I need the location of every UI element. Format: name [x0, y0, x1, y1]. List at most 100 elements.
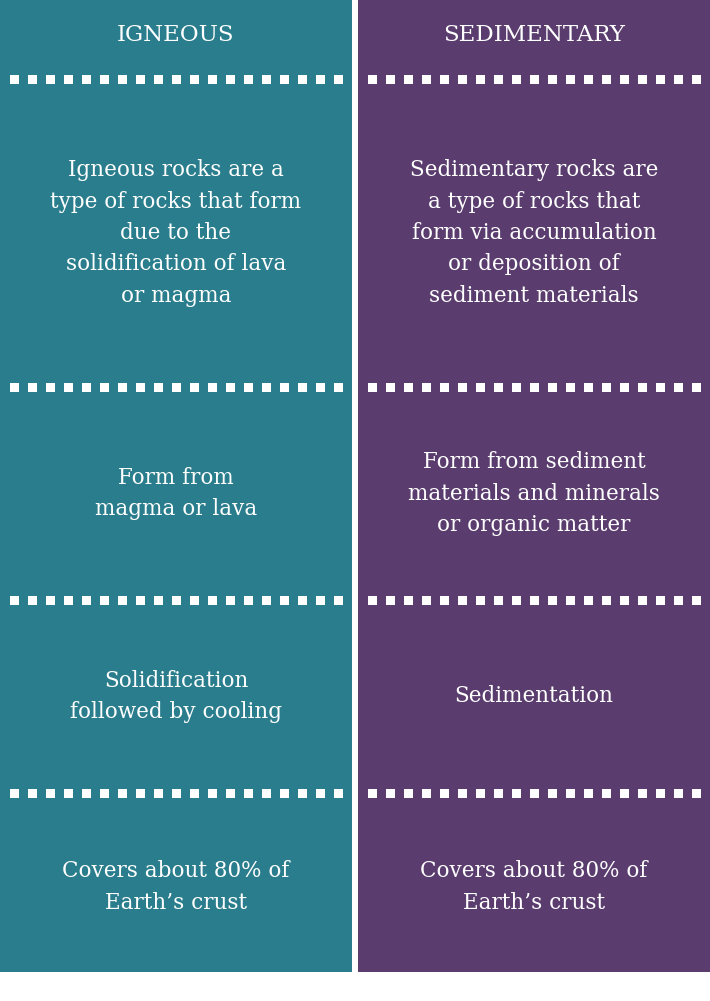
Bar [244, 382, 253, 391]
Bar [190, 596, 199, 605]
Bar [476, 382, 484, 391]
Bar [207, 789, 217, 798]
Bar [136, 382, 145, 391]
Bar [315, 382, 324, 391]
Bar [117, 789, 126, 798]
Bar [655, 382, 665, 391]
Bar [9, 596, 18, 605]
Bar [0, 784, 352, 802]
Bar [511, 596, 520, 605]
Bar [638, 596, 647, 605]
Bar [439, 74, 449, 83]
Bar [244, 74, 253, 83]
Bar [638, 789, 647, 798]
Bar [403, 789, 413, 798]
Bar [674, 74, 682, 83]
Bar [368, 74, 376, 83]
Bar [334, 382, 342, 391]
Bar [0, 70, 352, 88]
Bar [28, 74, 36, 83]
Bar [9, 74, 18, 83]
Bar [493, 382, 503, 391]
Bar [117, 596, 126, 605]
Bar [358, 396, 710, 591]
Bar [692, 789, 701, 798]
Bar [45, 382, 55, 391]
Bar [674, 789, 682, 798]
Bar [358, 0, 710, 70]
Bar [358, 609, 710, 784]
Bar [45, 74, 55, 83]
Bar [565, 789, 574, 798]
Bar [153, 596, 163, 605]
Bar [457, 74, 466, 83]
Bar [172, 382, 180, 391]
Bar [674, 596, 682, 605]
Bar [511, 789, 520, 798]
Bar [280, 789, 288, 798]
Bar [565, 74, 574, 83]
Bar [403, 382, 413, 391]
Bar [190, 74, 199, 83]
Bar [530, 74, 538, 83]
Text: SEDIMENTARY: SEDIMENTARY [443, 24, 625, 46]
Bar [601, 382, 611, 391]
Text: Solidification
followed by cooling: Solidification followed by cooling [70, 670, 282, 723]
Bar [476, 789, 484, 798]
Bar [280, 596, 288, 605]
Bar [422, 596, 430, 605]
Bar [358, 378, 710, 396]
Bar [457, 596, 466, 605]
Bar [565, 382, 574, 391]
Bar [530, 789, 538, 798]
Bar [99, 74, 109, 83]
Bar [620, 789, 628, 798]
Bar [136, 789, 145, 798]
Bar [99, 789, 109, 798]
Bar [386, 596, 395, 605]
Bar [117, 74, 126, 83]
Bar [638, 382, 647, 391]
Bar [584, 789, 593, 798]
Bar [172, 596, 180, 605]
Bar [9, 382, 18, 391]
Bar [493, 74, 503, 83]
Bar [530, 382, 538, 391]
Bar [368, 596, 376, 605]
Bar [82, 596, 90, 605]
Bar [403, 596, 413, 605]
Bar [386, 789, 395, 798]
Bar [620, 596, 628, 605]
Bar [457, 382, 466, 391]
Bar [261, 382, 271, 391]
Bar [63, 382, 72, 391]
Bar [358, 802, 710, 972]
Bar [99, 596, 109, 605]
Bar [28, 382, 36, 391]
Bar [28, 596, 36, 605]
Bar [530, 596, 538, 605]
Bar [352, 0, 358, 1001]
Bar [63, 789, 72, 798]
Bar [261, 74, 271, 83]
Bar [358, 88, 710, 378]
Bar [315, 596, 324, 605]
Bar [172, 789, 180, 798]
Bar [584, 596, 593, 605]
Bar [601, 74, 611, 83]
Bar [297, 789, 307, 798]
Bar [136, 596, 145, 605]
Bar [153, 382, 163, 391]
Bar [226, 789, 234, 798]
Bar [655, 596, 665, 605]
Bar [172, 74, 180, 83]
Bar [207, 596, 217, 605]
Bar [334, 596, 342, 605]
Text: Sedimentary rocks are
a type of rocks that
form via accumulation
or deposition o: Sedimentary rocks are a type of rocks th… [410, 159, 658, 306]
Bar [476, 74, 484, 83]
Bar [0, 591, 352, 609]
Bar [511, 382, 520, 391]
Bar [261, 789, 271, 798]
Bar [368, 382, 376, 391]
Bar [207, 382, 217, 391]
